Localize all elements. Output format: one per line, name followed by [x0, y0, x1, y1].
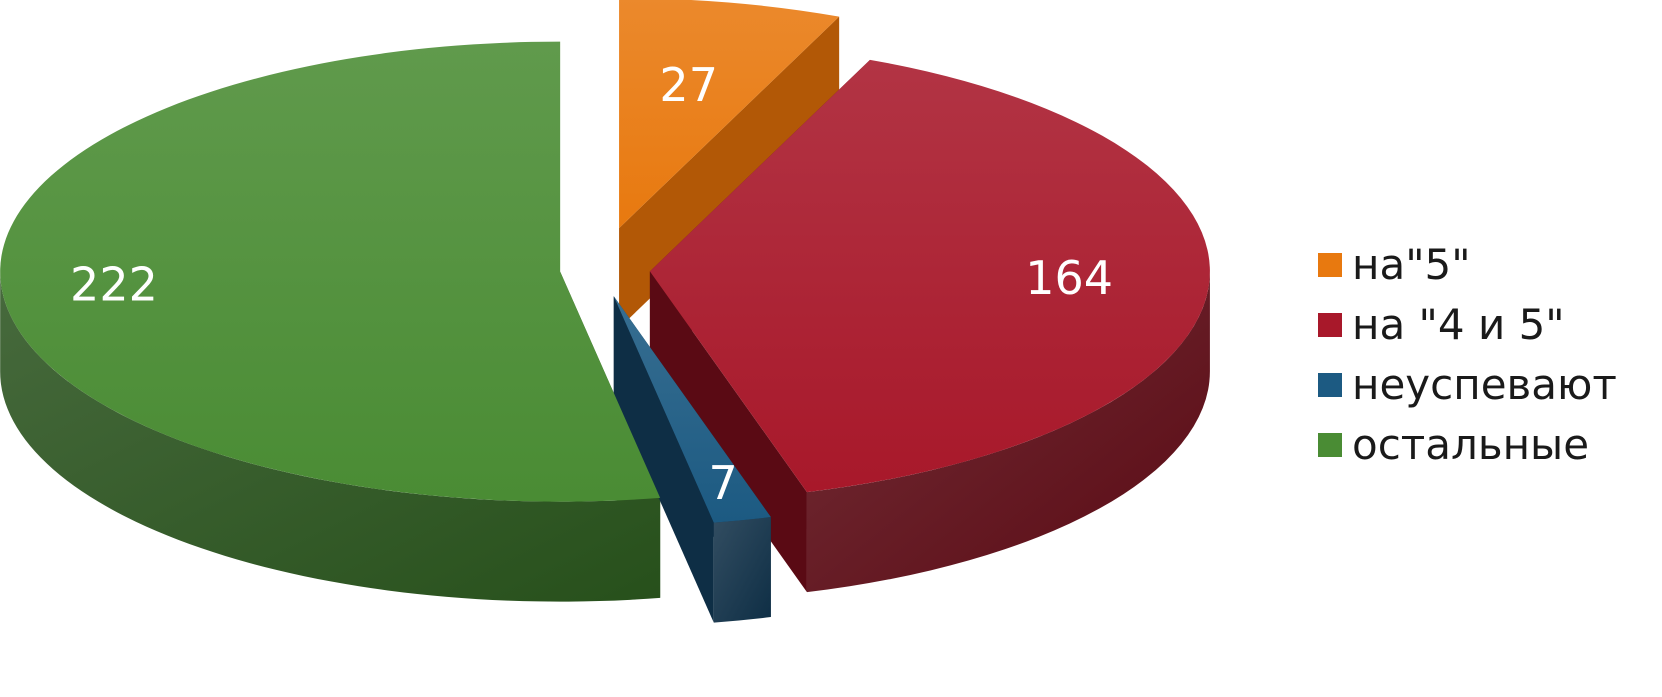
legend-swatch-icon: [1318, 373, 1342, 397]
legend-item-neuspevayut: неуспевают: [1318, 355, 1617, 415]
legend-item-na5: на"5": [1318, 235, 1617, 295]
legend-label: на"5": [1352, 240, 1471, 289]
slice-wall-neuspevayut-1: [613, 296, 714, 623]
chart-legend: на"5" на "4 и 5" неуспевают остальные: [1318, 235, 1617, 475]
data-label-na4i5: 164: [1025, 251, 1113, 305]
pie-tops: [0, 0, 1210, 523]
slice-na5: [619, 0, 840, 229]
legend-swatch-icon: [1318, 433, 1342, 457]
legend-item-na4i5: на "4 и 5": [1318, 295, 1617, 355]
legend-item-ostalnye: остальные: [1318, 415, 1617, 475]
slice-wall-na4i5-1: [649, 271, 807, 593]
data-label-ostalnye: 222: [70, 258, 158, 312]
slice-side-na4i5-0: [806, 271, 1210, 593]
legend-swatch-icon: [1318, 313, 1342, 337]
legend-label: на "4 и 5": [1352, 300, 1565, 349]
slice-ostalnye: [0, 41, 661, 502]
legend-label: остальные: [1352, 420, 1590, 469]
data-label-na5: 27: [659, 58, 718, 112]
legend-swatch-icon: [1318, 253, 1342, 277]
slice-na4i5: [649, 59, 1210, 493]
slice-side-neuspevayut-0: [713, 517, 771, 623]
legend-label: неуспевают: [1352, 360, 1617, 409]
slice-neuspevayut: [613, 296, 771, 523]
data-label-neuspevayut: 7: [709, 456, 738, 510]
pie-data-labels: 27 164 7 222: [70, 58, 1113, 510]
slice-side-ostalnye-0: [0, 271, 661, 602]
